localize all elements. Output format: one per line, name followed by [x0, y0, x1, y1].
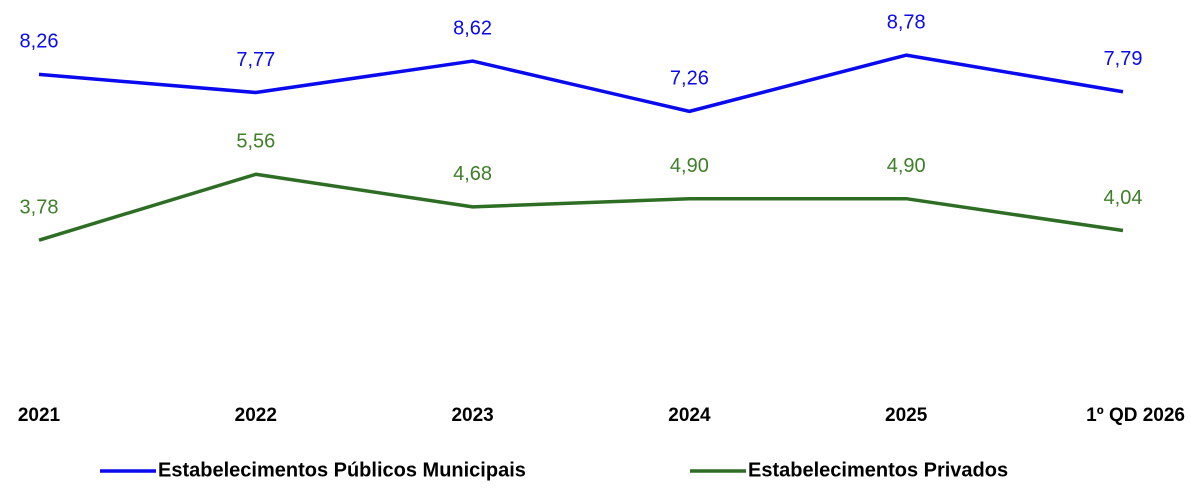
- series-line: [38, 53, 1124, 114]
- x-tick-label: 2025: [885, 405, 928, 426]
- data-label: 8,78: [887, 11, 926, 33]
- x-tick-label: 2024: [668, 405, 711, 426]
- data-label: 4,90: [887, 155, 926, 177]
- data-label: 7,79: [1104, 48, 1143, 70]
- data-label: 8,26: [20, 31, 59, 53]
- series-line: [38, 172, 1124, 242]
- data-label: 5,56: [236, 131, 275, 153]
- x-tick-label: 2021: [18, 405, 61, 426]
- data-label: 8,62: [453, 17, 492, 39]
- data-label: 4,04: [1104, 187, 1143, 209]
- data-label: 7,77: [236, 49, 275, 71]
- legend-label: Estabelecimentos Privados: [748, 459, 1008, 481]
- data-label: 4,68: [453, 163, 492, 185]
- x-tick-label: 2022: [235, 405, 277, 426]
- x-tick-label: 1º QD 2026: [1086, 405, 1185, 426]
- legend-label: Estabelecimentos Públicos Municipais: [158, 459, 526, 481]
- data-label: 3,78: [20, 196, 59, 218]
- x-tick-label: 2023: [451, 405, 493, 426]
- data-label: 7,26: [670, 68, 709, 90]
- data-label: 4,90: [670, 155, 709, 177]
